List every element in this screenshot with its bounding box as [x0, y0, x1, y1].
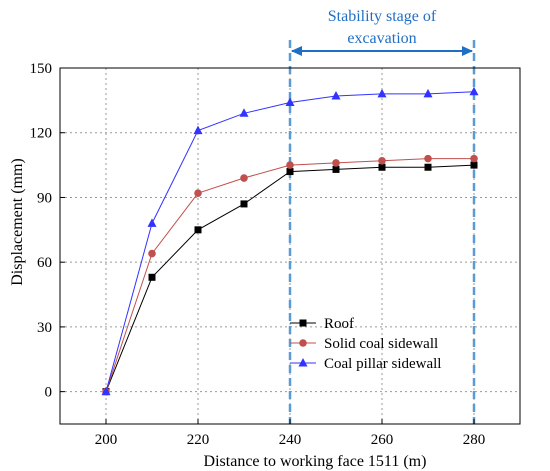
legend-entry-coal-pillar-sidewall: Coal pillar sidewall: [290, 356, 441, 372]
data-point-coal-pillar-sidewall: [239, 108, 249, 117]
y-tick-label: 120: [30, 126, 53, 142]
legend: Roof Solid coal sidewall Coal pillar sidew…: [290, 316, 441, 372]
data-point-coal-pillar-sidewall: [377, 88, 387, 98]
x-tick-label: 220: [187, 432, 210, 448]
x-tick-label: 200: [95, 432, 118, 448]
data-point-roof: [194, 226, 202, 234]
data-point-coal-pillar-sidewall: [147, 218, 157, 227]
data-point-solid-coal-sidewall: [470, 154, 478, 163]
data-point-roof: [240, 200, 248, 208]
data-point-roof: [470, 161, 478, 169]
data-point-roof: [148, 273, 156, 281]
stability-stage-annotation: Stability stage of excavation: [291, 8, 473, 56]
data-point-solid-coal-sidewall: [286, 161, 294, 169]
data-point-coal-pillar-sidewall: [423, 88, 433, 98]
data-point-coal-pillar-sidewall: [285, 97, 295, 107]
series-coal-pillar-sidewall: [101, 86, 479, 396]
annotation-line-2: excavation: [347, 30, 416, 47]
legend-entry-solid-coal-sidewall: Solid coal sidewall: [290, 336, 438, 352]
stability-stage-boundaries: [288, 40, 476, 424]
data-point-solid-coal-sidewall: [332, 159, 340, 167]
data-point-roof: [332, 165, 340, 173]
data-point-roof: [286, 168, 294, 176]
x-tick-label: 280: [463, 432, 486, 448]
y-tick-label: 90: [37, 190, 52, 206]
y-axis-label: Displacement (mm): [9, 158, 26, 286]
y-tick-label: 60: [37, 255, 52, 271]
data-point-coal-pillar-sidewall: [193, 125, 203, 135]
y-tick-label: 0: [45, 385, 53, 401]
legend-label: Solid coal sidewall: [324, 336, 438, 352]
legend-entry-roof: Roof: [290, 316, 354, 332]
data-point-coal-pillar-sidewall: [101, 386, 111, 396]
legend-marker: [299, 339, 307, 347]
data-point-solid-coal-sidewall: [148, 249, 156, 258]
x-tick-label: 240: [279, 432, 302, 448]
data-point-solid-coal-sidewall: [424, 154, 432, 163]
data-point-solid-coal-sidewall: [194, 189, 202, 197]
arrow-head-right: [462, 46, 473, 56]
data-point-solid-coal-sidewall: [378, 156, 386, 165]
axis-ticks: 0 30 60 90 120 150 200 220 240 260 280: [30, 61, 486, 448]
legend-marker: [298, 358, 308, 367]
legend-label: Coal pillar sidewall: [324, 356, 441, 372]
data-point-roof: [424, 163, 432, 171]
legend-label: Roof: [324, 316, 354, 332]
arrow-head-left: [291, 46, 302, 56]
series-solid-coal-sidewall: [102, 154, 478, 396]
x-axis-label: Distance to working face 1511 (m): [204, 453, 427, 470]
x-tick-label: 260: [371, 432, 394, 448]
y-tick-label: 30: [37, 320, 52, 336]
legend-marker: [299, 319, 307, 327]
data-point-roof: [378, 163, 386, 171]
data-point-coal-pillar-sidewall: [331, 91, 341, 100]
series-layer: [101, 86, 479, 396]
annotation-line-1: Stability stage of: [328, 8, 437, 25]
data-point-coal-pillar-sidewall: [469, 86, 479, 96]
y-tick-label: 150: [30, 61, 53, 77]
data-point-solid-coal-sidewall: [240, 174, 248, 182]
